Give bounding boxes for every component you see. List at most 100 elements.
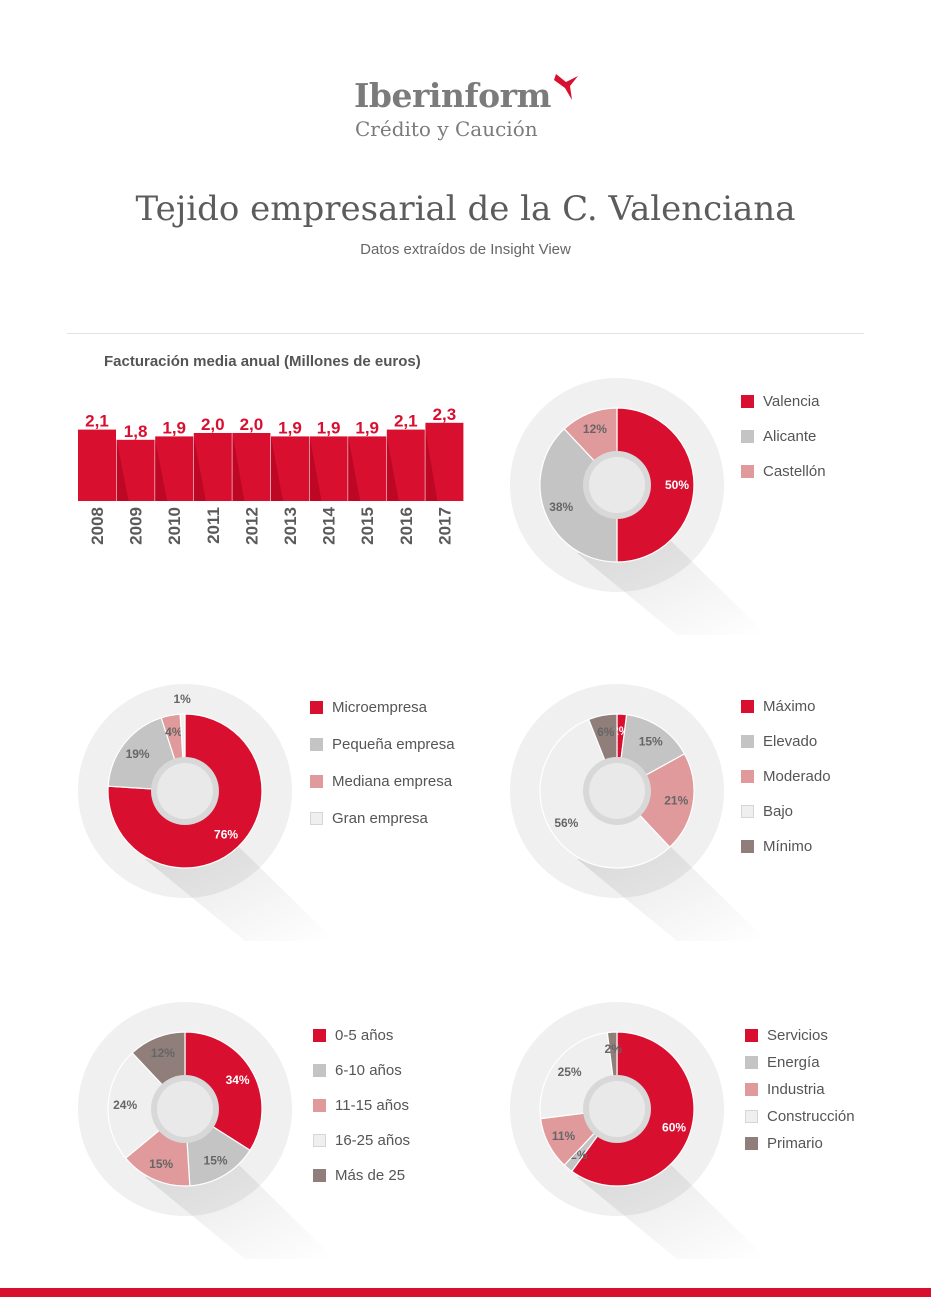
legend-label: Pequeña empresa: [332, 736, 455, 753]
legend-label: 16-25 años: [335, 1132, 411, 1149]
slice-percent-label: 1%: [173, 692, 191, 706]
bar-group: 1,9 2010: [155, 418, 194, 545]
brand-tagline: Crédito y Caución: [355, 117, 538, 141]
bar-shadow: [116, 439, 129, 501]
bar-group: 2,1 2008: [78, 412, 116, 545]
bar-value-label: 2,0: [201, 415, 225, 434]
legend-label: Industria: [767, 1081, 825, 1098]
slice-percent-label: 25%: [558, 1065, 582, 1079]
donut-hub: [589, 763, 645, 819]
brand-logo: Iberinform Crédito y Caución: [354, 74, 594, 146]
bar-group: 1,9 2013: [271, 418, 309, 545]
brand-name: Iberinform: [354, 76, 551, 115]
legend-label: Elevado: [763, 733, 818, 750]
legend-swatch: [310, 701, 323, 714]
slice-percent-label: 76%: [214, 828, 238, 842]
year-tick-label: 2017: [435, 507, 454, 545]
donut-chart-age: 34% 15% 15% 24% 12%: [78, 1002, 335, 1259]
legend-swatch: [745, 1110, 758, 1123]
slice-percent-label: 15%: [149, 1157, 173, 1171]
legend-label: 0-5 años: [335, 1027, 394, 1044]
legend-swatch: [310, 812, 323, 825]
donut-chart-sector: 60%2%11%25%2%: [510, 1002, 767, 1259]
year-tick-label: 2008: [88, 507, 107, 545]
legend-swatch: [741, 395, 754, 408]
donut-shadow: [145, 1164, 335, 1259]
bar-value-label: 2,3: [433, 405, 457, 424]
donut-hub: [157, 1081, 213, 1137]
brand-mark-icon: [554, 74, 578, 100]
bar-group: 2,0 2011: [193, 415, 232, 544]
legend-label: 11-15 años: [335, 1097, 409, 1114]
bar-shadow: [386, 436, 399, 501]
legend-swatch: [745, 1029, 758, 1042]
bar-group: 2,0 2012: [232, 415, 271, 545]
slice-percent-label: 15%: [639, 734, 663, 748]
bar-chart-title: Facturación media anual (Millones de eur…: [104, 353, 421, 370]
donut-hub: [157, 763, 213, 819]
legend-swatch: [741, 430, 754, 443]
legend-label: Castellón: [763, 463, 826, 480]
donut-shadow: [577, 540, 767, 635]
legend-swatch: [741, 840, 754, 853]
page-subtitle: Datos extraídos de Insight View: [360, 241, 571, 258]
slice-percent-label: 50%: [665, 478, 689, 492]
footer-bar: [0, 1288, 931, 1297]
bar-group: 1,8 2009: [116, 422, 155, 545]
bar-group: 2,1 2016: [386, 412, 425, 545]
legend-label: Mediana empresa: [332, 773, 453, 790]
slice-percent-label: 21%: [664, 793, 688, 807]
bar-group: 1,9 2015: [348, 418, 387, 545]
slice-percent-label: 11%: [552, 1129, 576, 1143]
bar-shadow: [309, 436, 322, 501]
legend-label: Servicios: [767, 1027, 828, 1044]
slice-percent-label: 2%: [605, 1042, 623, 1056]
bar-group: 1,9 2014: [309, 418, 348, 545]
legend-swatch: [313, 1134, 326, 1147]
slice-percent-label: 34%: [226, 1073, 250, 1087]
bar-value-label: 1,9: [355, 418, 379, 437]
legend-label: Primario: [767, 1135, 823, 1152]
legend-swatch: [745, 1137, 758, 1150]
slice-percent-label: 38%: [549, 500, 573, 514]
legend-swatch: [741, 465, 754, 478]
slice-percent-label: 15%: [204, 1154, 228, 1168]
year-tick-label: 2014: [320, 506, 339, 544]
divider: [67, 333, 864, 334]
donut-hub: [589, 457, 645, 513]
legend-swatch: [741, 700, 754, 713]
year-tick-label: 2009: [127, 507, 146, 545]
legend-label: Gran empresa: [332, 810, 428, 827]
donut-chart-risk: 2%15%21%56%6%: [510, 684, 767, 941]
donut-hub: [589, 1081, 645, 1137]
bar-shadow: [348, 436, 361, 501]
legend-label: Microempresa: [332, 699, 428, 716]
donut-chart-province: 50% 38% 12%: [510, 378, 767, 635]
slice-percent-label: 56%: [554, 816, 578, 830]
bar-value-label: 1,8: [124, 422, 148, 441]
donut-shadow: [577, 846, 767, 941]
donut-chart-company-size: 76% 19% 4% 1%: [78, 684, 335, 941]
legend-label: Alicante: [763, 428, 817, 445]
slice-percent-label: 24%: [113, 1098, 137, 1112]
slice-percent-label: 19%: [126, 747, 150, 761]
legend-label: Mínimo: [763, 838, 813, 855]
year-tick-label: 2011: [204, 507, 223, 544]
legend-swatch: [741, 805, 754, 818]
legend-swatch: [745, 1056, 758, 1069]
bar-value-label: 2,1: [85, 412, 109, 431]
bar-shadow: [155, 439, 168, 501]
legend-swatch: [741, 770, 754, 783]
page-title: Tejido empresarial de la C. Valenciana: [135, 189, 796, 229]
legend-label: Máximo: [763, 698, 816, 715]
year-tick-label: 2013: [281, 507, 300, 545]
bar-value-label: 1,9: [162, 418, 186, 437]
slice-percent-label: 12%: [151, 1046, 175, 1060]
legend-swatch: [745, 1083, 758, 1096]
legend-swatch: [313, 1099, 326, 1112]
donut-shadow: [145, 846, 335, 941]
bar-shadow: [232, 433, 245, 501]
year-tick-label: 2015: [358, 507, 377, 545]
legend-label: Valencia: [763, 393, 820, 410]
bar-value-label: 1,9: [317, 418, 341, 437]
